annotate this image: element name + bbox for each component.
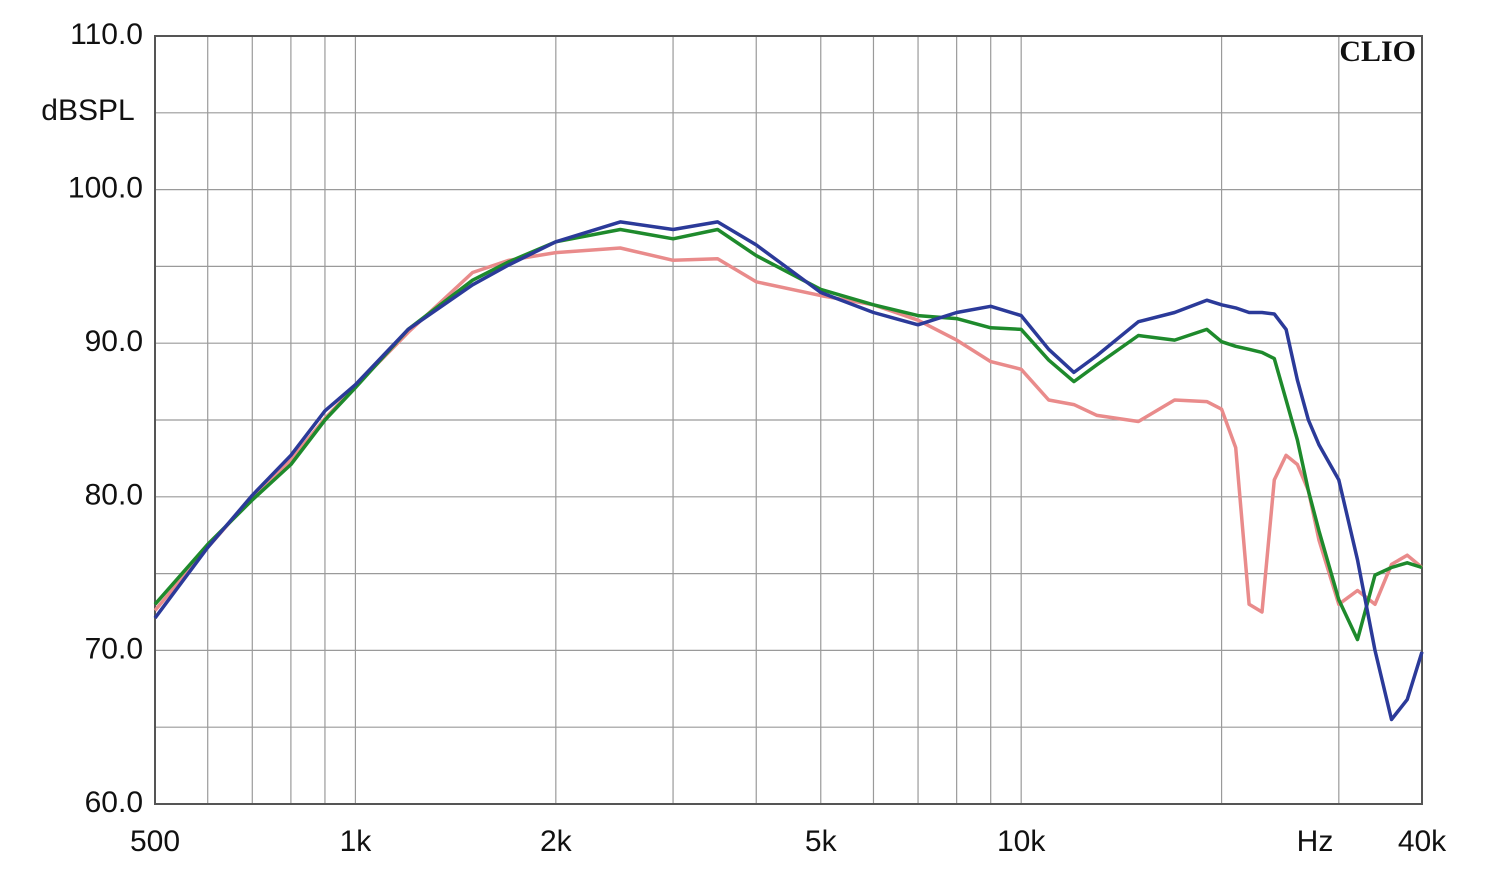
series-line xyxy=(153,220,1424,722)
x-tick-label: 500 xyxy=(130,825,180,858)
x-tick-label: 5k xyxy=(805,825,838,858)
x-tick-label: 10k xyxy=(997,825,1046,858)
y-axis-label: dBSPL xyxy=(41,94,134,127)
x-tick-label: 40k xyxy=(1398,825,1447,858)
watermark: CLIO xyxy=(1339,35,1416,68)
y-tick-label: 60.0 xyxy=(85,786,143,819)
y-tick-label: 110.0 xyxy=(70,18,143,51)
x-tick-label: 1k xyxy=(340,825,373,858)
y-tick-label: 80.0 xyxy=(85,479,143,512)
y-tick-label: 100.0 xyxy=(68,172,143,205)
x-tick-label: 2k xyxy=(540,825,573,858)
y-tick-label: 90.0 xyxy=(85,325,143,358)
y-tick-label: 70.0 xyxy=(85,632,143,665)
plot-frame xyxy=(154,35,1423,805)
series-line xyxy=(153,227,1423,642)
x-unit-label: Hz xyxy=(1297,825,1334,858)
